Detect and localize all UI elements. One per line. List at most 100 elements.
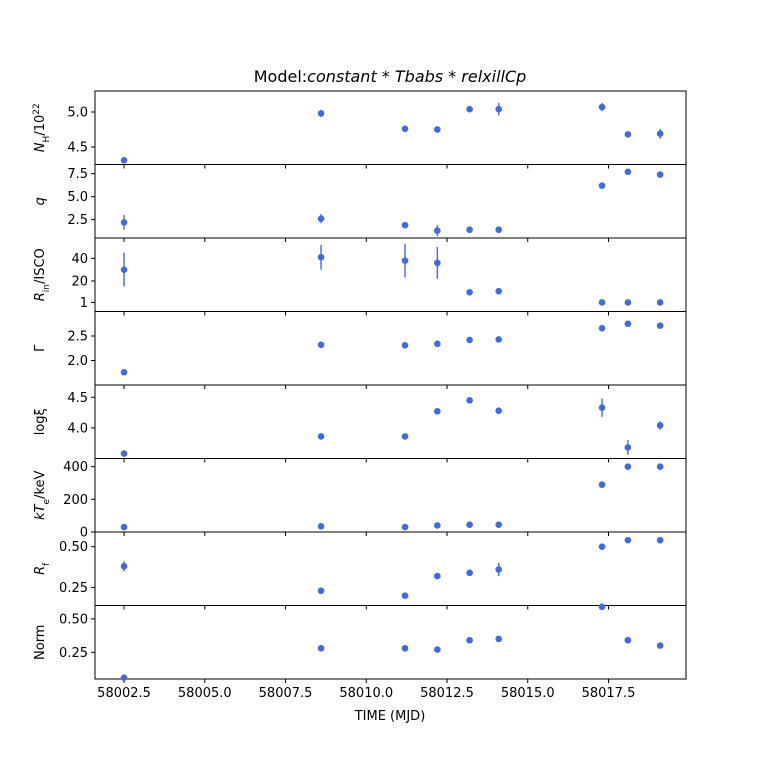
y-tick-label: 1 bbox=[80, 296, 88, 311]
data-point bbox=[120, 266, 128, 273]
x-tick-label: 58015.0 bbox=[501, 686, 555, 701]
data-point bbox=[466, 569, 473, 577]
x-tick-label: 58007.5 bbox=[259, 686, 313, 701]
data-point bbox=[466, 636, 473, 644]
data-point bbox=[317, 522, 325, 530]
y-label-main: Γ bbox=[33, 344, 48, 352]
y-tick-label: 4.0 bbox=[67, 421, 88, 436]
data-point bbox=[401, 221, 409, 229]
data-point bbox=[624, 320, 632, 328]
y-label-sub: H bbox=[42, 136, 52, 143]
y-label-sub: in bbox=[42, 284, 52, 292]
y-axis-label: kTe/keV bbox=[33, 470, 52, 519]
x-axis: 58002.5 58005.0 58007.5 58010.0 58012.5 58015… bbox=[97, 686, 635, 701]
y-axis-label: NH/1022 bbox=[32, 103, 52, 152]
data-point bbox=[120, 674, 128, 681]
y-axis-label: Rin/ISCO bbox=[33, 248, 52, 301]
data-point bbox=[401, 342, 409, 349]
data-point bbox=[434, 646, 441, 653]
x-tick-label: 58002.5 bbox=[97, 686, 151, 701]
y-label-main: N bbox=[33, 142, 48, 152]
data-point bbox=[466, 336, 473, 344]
data-point bbox=[434, 408, 441, 415]
data-point bbox=[317, 341, 325, 349]
data-point bbox=[624, 536, 632, 544]
y-tick-label: 5.0 bbox=[67, 106, 88, 121]
y-label-sub: f bbox=[42, 562, 52, 566]
data-point bbox=[598, 324, 606, 332]
x-tick-label: 58017.5 bbox=[582, 686, 636, 701]
y-tick-label: 20 bbox=[71, 274, 88, 289]
x-axis-label: TIME (MJD) bbox=[354, 709, 426, 724]
y-axis-label: Γ bbox=[33, 344, 48, 352]
chart-title: Model:constant * Tbabs * relxillCp bbox=[254, 67, 527, 86]
y-tick-label: 0.50 bbox=[59, 540, 88, 555]
data-point bbox=[624, 463, 632, 470]
data-point bbox=[120, 523, 128, 531]
y-label-sub: e bbox=[42, 498, 52, 504]
data-point bbox=[434, 522, 441, 529]
data-point bbox=[495, 287, 502, 295]
y-tick-label: 5.0 bbox=[67, 190, 88, 205]
data-point bbox=[656, 422, 664, 429]
y-label-tail: /ISCO bbox=[33, 248, 48, 284]
data-point bbox=[656, 299, 664, 306]
data-point bbox=[656, 536, 664, 544]
data-point bbox=[401, 592, 409, 599]
y-tick-label: 4.5 bbox=[67, 391, 88, 406]
data-point bbox=[598, 103, 606, 111]
chart-title-model: constant * Tbabs * relxillCp bbox=[307, 67, 526, 86]
data-point bbox=[466, 521, 473, 528]
y-tick-label: 0 bbox=[80, 526, 88, 541]
data-point bbox=[120, 157, 128, 164]
data-point bbox=[401, 644, 409, 652]
x-tick-label: 58010.0 bbox=[339, 686, 393, 701]
y-axis-label: Norm bbox=[33, 625, 48, 660]
data-point bbox=[401, 257, 409, 264]
data-point bbox=[434, 227, 441, 234]
x-tick-label: 58005.0 bbox=[178, 686, 232, 701]
data-point bbox=[624, 168, 632, 176]
data-point bbox=[624, 444, 632, 451]
panel-8: 0.25 0.50 Norm bbox=[33, 603, 687, 683]
data-point bbox=[434, 340, 441, 348]
data-point bbox=[656, 463, 664, 470]
data-point bbox=[466, 105, 473, 113]
data-point bbox=[466, 226, 473, 234]
data-point bbox=[317, 433, 325, 440]
data-point bbox=[495, 566, 502, 573]
y-label-main: kT bbox=[33, 503, 48, 520]
y-axis-label: Rf bbox=[33, 562, 52, 575]
chart-title-prefix: Model: bbox=[254, 67, 307, 86]
y-label-tail: /keV bbox=[33, 470, 48, 498]
y-tick-label: 2.5 bbox=[67, 213, 88, 228]
data-point bbox=[656, 130, 664, 137]
data-point bbox=[120, 450, 128, 457]
data-point bbox=[434, 259, 441, 267]
data-point bbox=[317, 253, 325, 261]
x-tick-label: 58012.5 bbox=[420, 686, 474, 701]
y-tick-label: 4.5 bbox=[67, 141, 88, 156]
data-point bbox=[317, 215, 325, 223]
data-point bbox=[598, 543, 606, 550]
data-point bbox=[598, 404, 606, 411]
data-point bbox=[401, 125, 409, 133]
y-tick-label: 0.25 bbox=[59, 581, 88, 596]
data-point bbox=[598, 182, 606, 189]
data-point bbox=[656, 322, 664, 330]
data-point bbox=[598, 481, 606, 488]
data-point bbox=[624, 636, 632, 644]
panel-6: 0 200 400 kTe/keV bbox=[33, 458, 687, 541]
data-point bbox=[624, 131, 632, 138]
y-axis-label: q bbox=[33, 197, 48, 205]
y-tick-label: 2.5 bbox=[67, 330, 88, 345]
data-point bbox=[434, 126, 441, 133]
y-label-sup: 22 bbox=[32, 103, 42, 114]
data-point bbox=[401, 523, 409, 531]
data-point bbox=[317, 644, 325, 652]
y-label-main: q bbox=[33, 197, 48, 205]
panel-2: 2.5 5.0 7.5 q bbox=[33, 164, 687, 242]
data-point bbox=[495, 407, 502, 415]
